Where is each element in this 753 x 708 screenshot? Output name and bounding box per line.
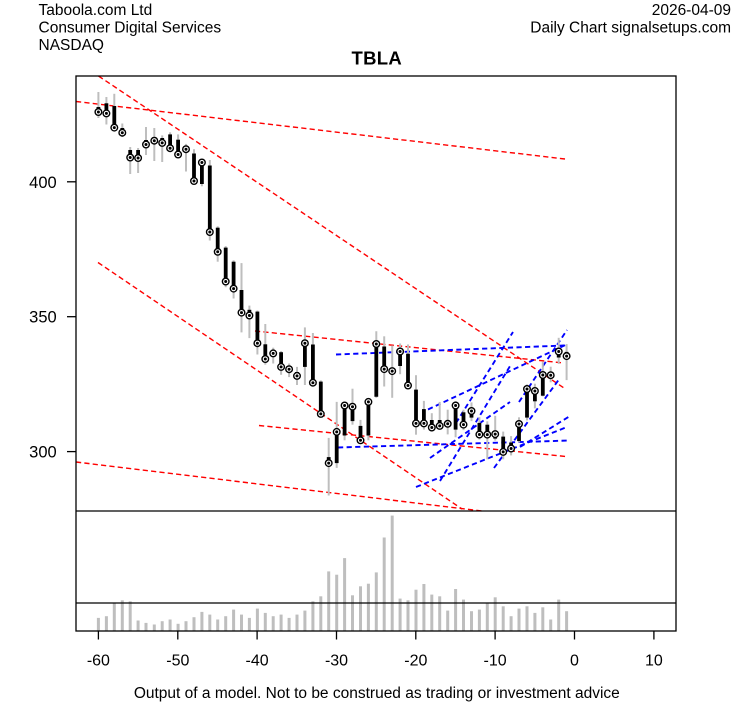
svg-text:-10: -10 — [484, 653, 507, 670]
svg-text:-20: -20 — [404, 653, 427, 670]
svg-text:300: 300 — [29, 444, 57, 462]
svg-text:2026-04-09: 2026-04-09 — [652, 2, 731, 19]
svg-text:10: 10 — [645, 653, 663, 670]
svg-text:0: 0 — [570, 653, 579, 670]
svg-text:-40: -40 — [246, 653, 269, 670]
svg-text:Taboola.com Ltd: Taboola.com Ltd — [39, 2, 153, 19]
svg-text:Consumer Digital Services: Consumer Digital Services — [39, 20, 222, 37]
svg-text:-60: -60 — [87, 653, 110, 670]
svg-text:Output of a model. Not to be c: Output of a model. Not to be construed a… — [134, 685, 620, 702]
svg-text:-50: -50 — [166, 653, 189, 670]
svg-text:TBLA: TBLA — [352, 48, 403, 69]
svg-text:Daily Chart signalsetups.com: Daily Chart signalsetups.com — [530, 20, 731, 37]
svg-text:-30: -30 — [325, 653, 348, 670]
svg-text:NASDAQ: NASDAQ — [39, 37, 104, 54]
svg-text:400: 400 — [29, 174, 57, 192]
svg-text:350: 350 — [29, 309, 57, 327]
